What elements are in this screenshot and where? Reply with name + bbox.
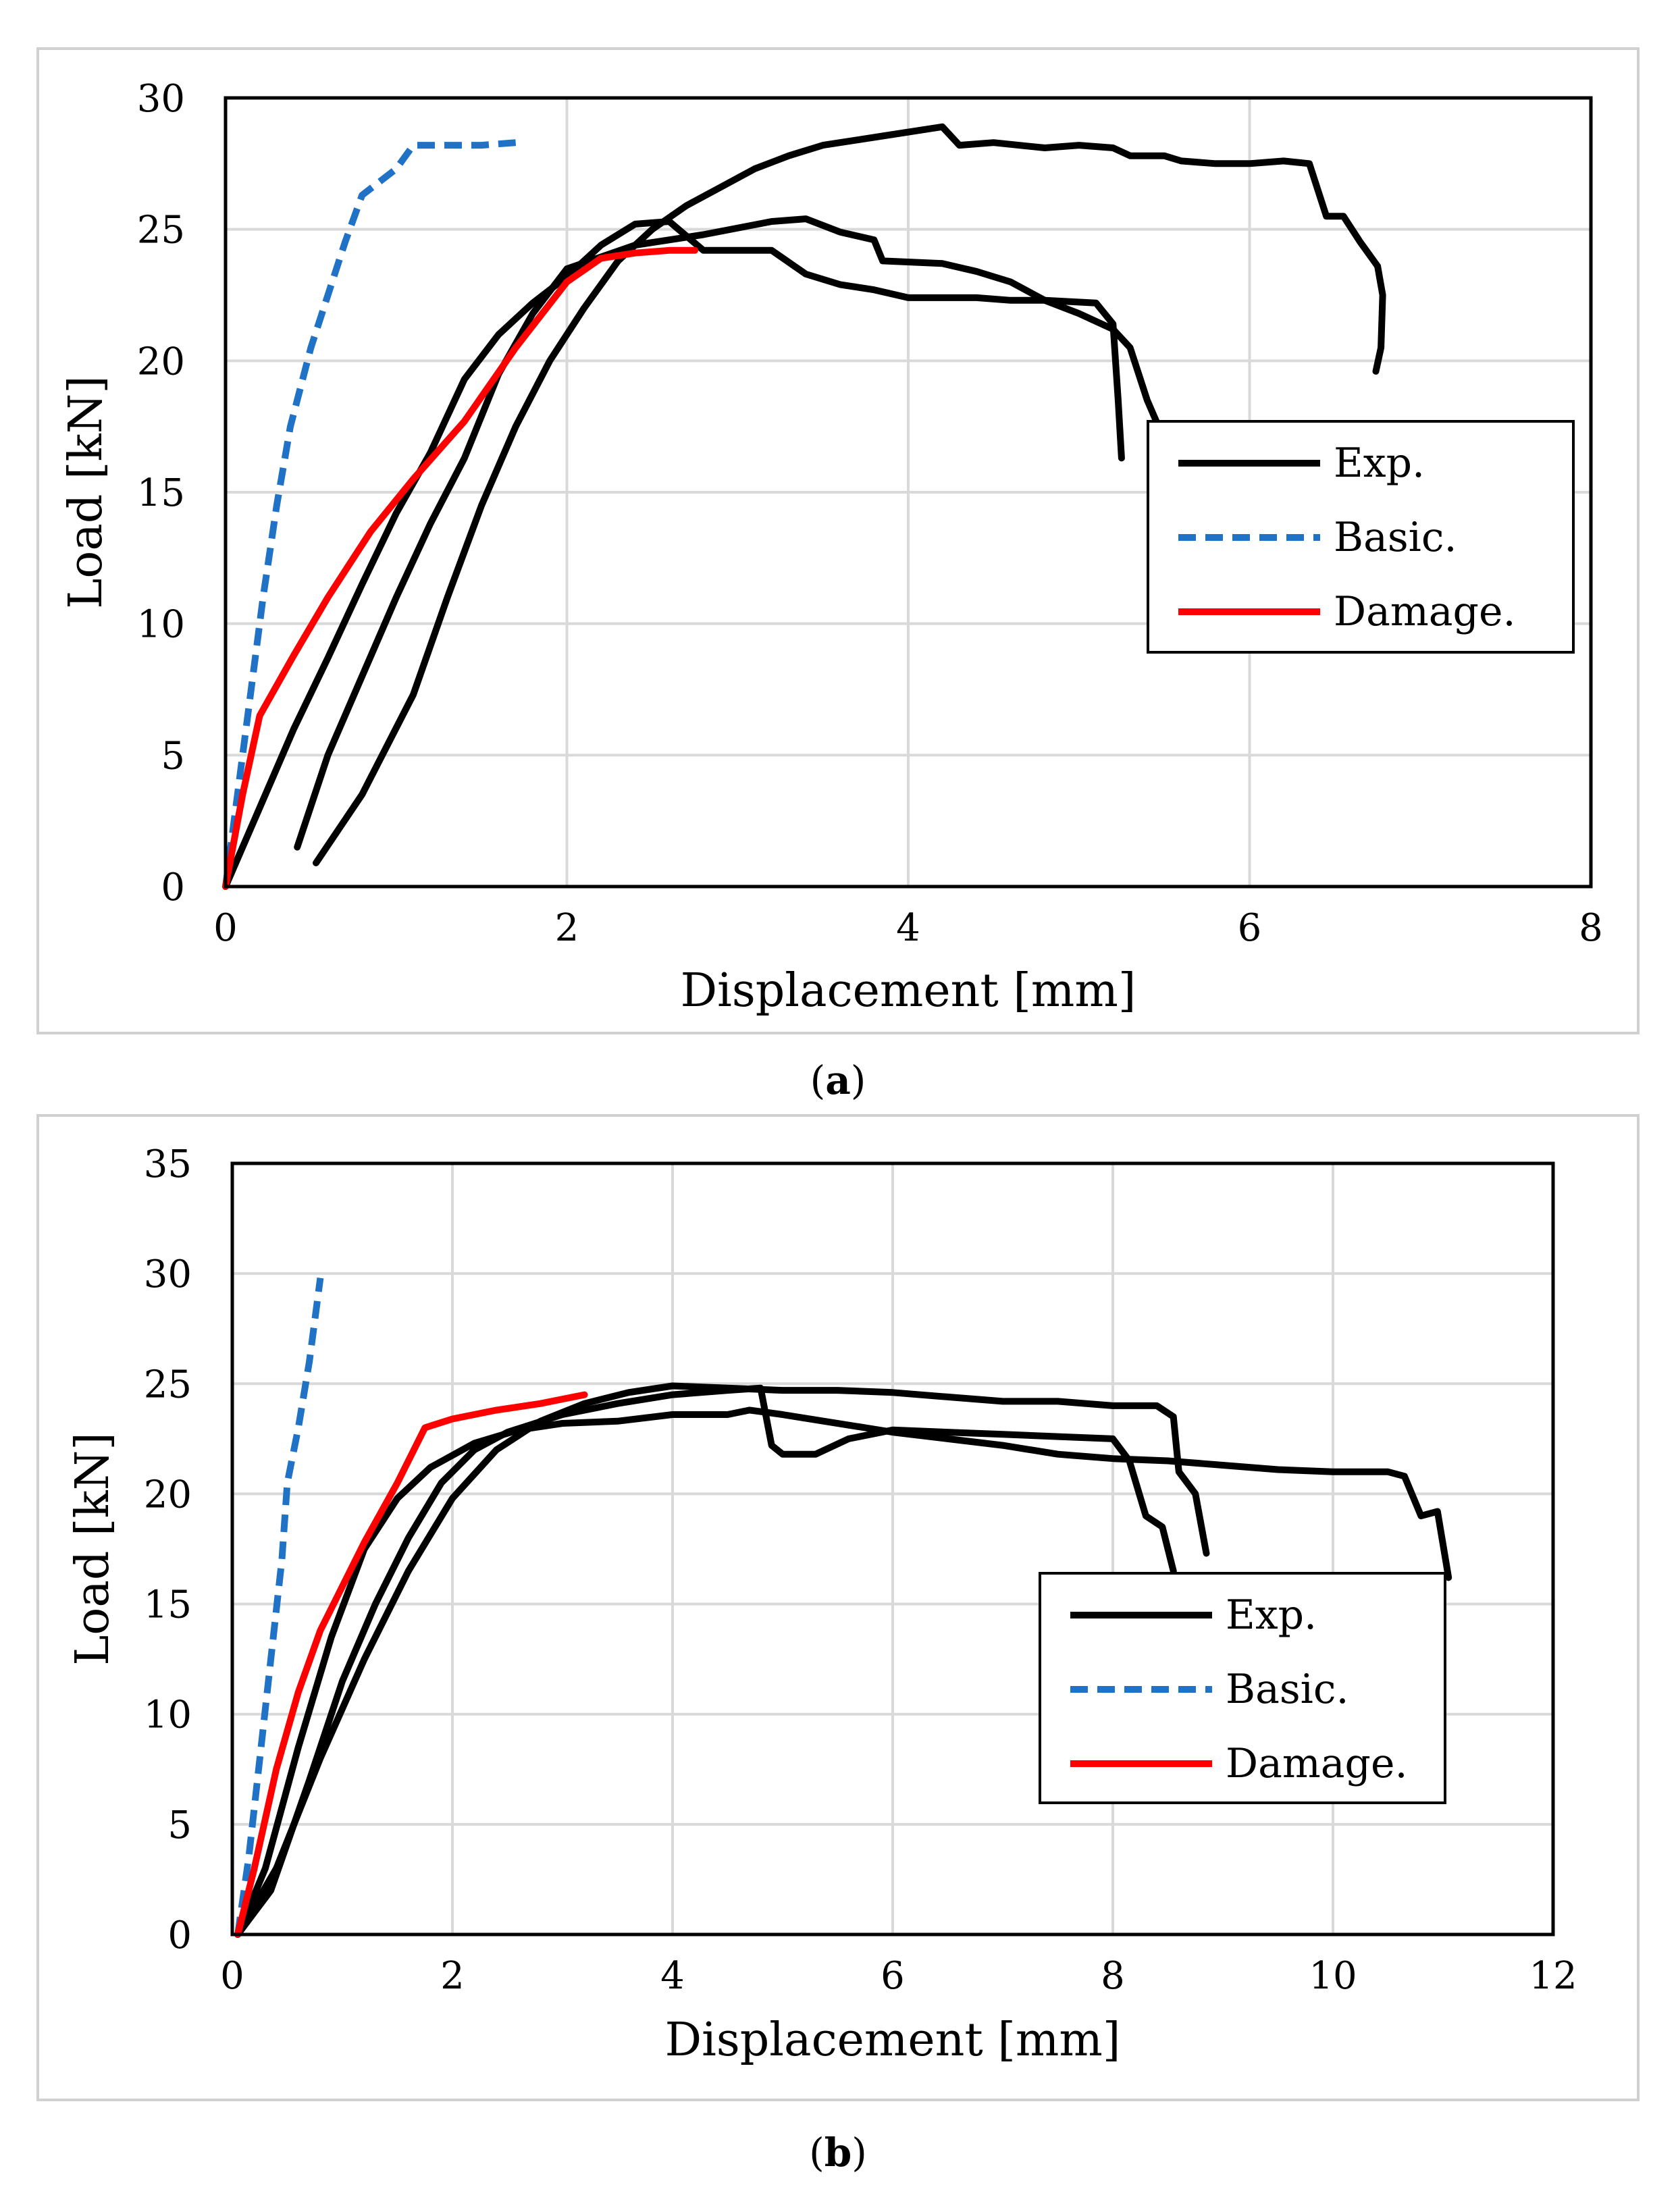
series-basic-b-3 [234,1278,324,1935]
series-basic-a-3 [222,139,517,887]
x-tick-label-a-3: 6 [1238,906,1262,950]
x-tick-label-b-0: 0 [220,1954,244,1998]
x-tick-label-b-3: 6 [881,1954,905,1998]
series-exp-b-2 [234,1382,1210,1938]
legend-label-damage-a: Damage. [1334,588,1516,635]
caption-a-close: ) [851,1057,866,1103]
x-tick-label-b-1: 2 [440,1954,465,1998]
plot-area-b [230,1161,1555,1937]
x-tick-label-b-6: 12 [1529,1954,1577,1998]
y-tick-label-b-3: 15 [144,1583,192,1627]
chart-a: 0 2 4 6 8 0 5 10 15 20 25 30 Displacement [mm] Load [… [59,77,1603,1018]
series-exp-a-1 [294,215,1168,851]
caption-a-letter: a [825,1057,851,1103]
y-tick-label-a-4: 20 [137,340,185,384]
legend-label-damage-b: Damage. [1226,1740,1408,1787]
y-tick-label-b-0: 0 [167,1914,192,1957]
y-tick-label-b-7: 35 [144,1142,192,1186]
x-tick-label-a-0: 0 [213,906,238,950]
x-tick-label-a-2: 4 [896,906,920,950]
x-tick-label-b-2: 4 [660,1954,685,1998]
legend-label-exp-b: Exp. [1226,1591,1317,1639]
y-tick-label-b-6: 30 [144,1253,192,1296]
series-damage-a-4 [222,246,699,890]
legend-b: Exp. Basic. Damage. [1039,1572,1446,1804]
y-axis-label-a: Load [kN] [59,375,113,609]
chart-b: 0 2 4 6 8 10 12 0 5 10 15 20 25 30 35 Displacement [mm]… [66,1142,1577,2067]
y-tick-label-b-1: 5 [167,1803,192,1847]
caption-b: (b) [809,2130,867,2176]
caption-b-letter: b [824,2130,852,2176]
legend-label-basic-a: Basic. [1334,514,1457,561]
series-damage-b-4 [234,1391,588,1938]
caption-b-open: ( [809,2130,824,2176]
y-tick-label-b-2: 10 [144,1693,192,1737]
y-tick-label-a-5: 25 [137,209,185,253]
caption-a-open: ( [810,1057,826,1103]
x-axis-label-a: Displacement [mm] [681,964,1136,1018]
x-tick-label-b-4: 8 [1101,1954,1125,1998]
caption-a: (a) [810,1057,866,1103]
y-tick-label-a-0: 0 [161,866,185,910]
caption-b-close: ) [852,2130,867,2176]
legend-label-basic-b: Basic. [1226,1666,1349,1713]
y-tick-label-a-6: 30 [137,77,185,121]
x-tick-label-a-4: 8 [1579,906,1603,950]
legend-a: Exp. Basic. Damage. [1147,420,1575,654]
y-tick-label-b-5: 25 [144,1363,192,1406]
y-axis-label-b: Load [kN] [66,1432,120,1666]
legend-label-exp-a: Exp. [1334,440,1425,487]
y-tick-label-a-3: 15 [137,471,185,515]
y-tick-label-b-4: 20 [144,1473,192,1517]
x-tick-label-a-1: 2 [555,906,579,950]
y-tick-label-a-1: 5 [161,734,185,778]
x-axis-label-b: Displacement [mm] [665,2013,1121,2067]
series-exp-a-2 [313,123,1386,866]
series-exp-b-0 [234,1406,1452,1938]
y-tick-label-a-2: 10 [137,603,185,647]
x-tick-label-b-5: 10 [1309,1954,1357,1998]
plot-area-a [224,96,1593,889]
